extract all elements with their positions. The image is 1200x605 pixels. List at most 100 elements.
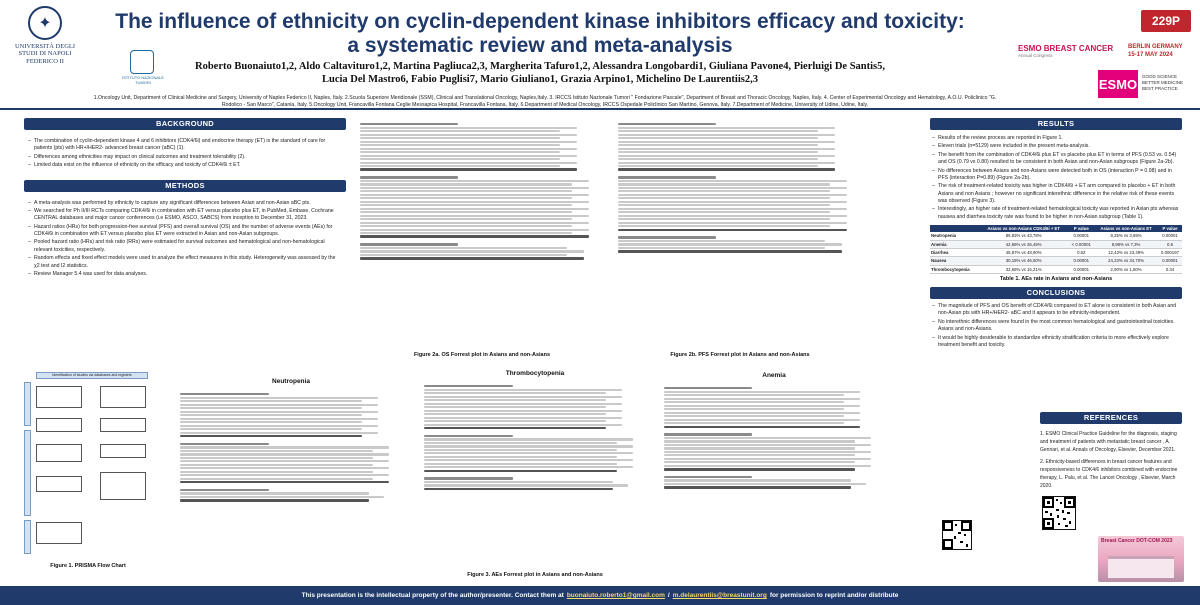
plot-row-placeholder: [664, 418, 860, 421]
plot-row-placeholder: [424, 399, 607, 402]
results-item: The risk of treatment-related toxicity w…: [932, 183, 1180, 205]
plot-row-placeholder: [618, 197, 831, 200]
plot-row-placeholder: [664, 447, 856, 450]
neutropenia-forest-plot: [176, 390, 406, 568]
plot-section-gap: [664, 429, 884, 432]
plot-section-gap: [424, 473, 646, 476]
plot-row-placeholder: [360, 126, 578, 129]
ae-cell: 86,83% vs 43,78%: [978, 232, 1069, 241]
prisma-box: [36, 476, 82, 492]
plot-row-placeholder: [360, 193, 590, 196]
ae-cell: Neutropenia: [930, 232, 979, 241]
plot-row-placeholder: [664, 408, 845, 411]
plot-row-placeholder: [424, 385, 513, 388]
plot-row-placeholder: [664, 425, 860, 428]
plot-section-gap: [618, 232, 862, 235]
poster-id-badge: 229P: [1141, 10, 1191, 32]
title-line-1: The influence of ethnicity on cyclin-dep…: [115, 10, 965, 33]
plot-row-placeholder: [180, 414, 363, 417]
table-row: Diarrhea 45,87% vs 48,90% 0.62 12,43% vs…: [930, 248, 1182, 258]
ae-cell: 0.00001: [1158, 232, 1182, 241]
ae-cell: 12,43% vs 23,49%: [1094, 248, 1159, 258]
ae-col-header: Asians vs non-Asians ET: [1094, 225, 1159, 233]
ae-cell: 0.6: [1158, 240, 1182, 249]
plot-row-placeholder: [180, 393, 269, 396]
plot-row-placeholder: [424, 469, 618, 472]
plot-row-placeholder: [360, 228, 590, 231]
qr-code-icon[interactable]: [942, 520, 972, 550]
prisma-box: [100, 472, 146, 500]
plot-row-placeholder: [618, 168, 836, 171]
ae-cell: 0.00001: [1158, 256, 1182, 266]
header-divider: [0, 108, 1200, 110]
plot-row-placeholder: [424, 416, 622, 419]
congress-banner-image: Breast Cancer DOT-COM 2023: [1098, 536, 1184, 582]
plot-row-placeholder: [664, 411, 860, 414]
congress-date: 15-17 MAY 2024: [1128, 51, 1173, 58]
university-seal-icon: ✦: [28, 6, 62, 40]
plot-row-placeholder: [360, 190, 573, 193]
plot-row-placeholder: [180, 400, 363, 403]
plot-row-placeholder: [618, 250, 843, 253]
plot-row-placeholder: [180, 467, 389, 470]
ae-cell: Anemia: [930, 240, 979, 249]
plot-row-placeholder: [618, 137, 819, 140]
ae-cell: < 0.00001: [1068, 240, 1095, 249]
plot-row-placeholder: [618, 133, 836, 136]
right-column: RESULTS Results of the review process ar…: [930, 118, 1182, 350]
plot-section-gap: [618, 172, 862, 175]
plot-row-placeholder: [424, 441, 618, 445]
results-heading: RESULTS: [930, 118, 1182, 130]
plot-row-placeholder: [424, 427, 607, 430]
table-row: Neutropenia 86,83% vs 43,78% 0.00001 9,2…: [930, 232, 1182, 241]
plot-row-placeholder: [618, 246, 826, 250]
plot-row-placeholder: [424, 480, 613, 484]
plot-row-placeholder: [360, 151, 561, 154]
author-list: Roberto Buonaiuto1,2, Aldo Caltavituro1,…: [100, 60, 980, 86]
plot-row-placeholder: [424, 388, 622, 391]
esmo-tagline-2: BETTER MEDICINE: [1142, 80, 1184, 86]
plot-row-placeholder: [180, 417, 378, 420]
authors-line-2: Lucia Del Mastro6, Fabio Puglisi7, Mario…: [322, 74, 758, 86]
plot-row-placeholder: [360, 243, 458, 246]
ae-cell: 42,66% vs 26,45%: [978, 240, 1069, 249]
plot-row-placeholder: [360, 144, 561, 147]
plot-row-placeholder: [618, 200, 848, 203]
plot-section-gap: [360, 261, 604, 264]
ae-cell: 45,87% vs 48,90%: [978, 248, 1069, 258]
anemia-plot-body: [660, 384, 888, 495]
plot-row-placeholder: [664, 482, 867, 486]
plot-row-placeholder: [618, 211, 831, 214]
footer-email-1[interactable]: buonaiuto.roberto1@gmail.com: [566, 592, 665, 599]
plot-row-placeholder: [618, 243, 843, 246]
plot-row-placeholder: [180, 424, 378, 427]
plot-row-placeholder: [180, 495, 385, 499]
background-item: Differences among ethnicities may impact…: [28, 154, 342, 162]
prisma-box: [36, 522, 82, 544]
esmo-tagline-3: BEST PRACTICE: [1142, 86, 1178, 92]
qr-pattern-icon: [943, 521, 971, 549]
university-name: UNIVERSITÀ DEGLI STUDI DI NAPOLI FEDERIC…: [14, 43, 76, 65]
footer-notice: This presentation is the intellectual pr…: [0, 586, 1200, 605]
plot-row-placeholder: [664, 397, 860, 400]
conclusions-list: The magnitude of PFS and OS benefit of C…: [932, 303, 1180, 349]
references-list: 1. ESMO Clinical Practice Guideline for …: [1040, 431, 1182, 490]
background-heading: BACKGROUND: [24, 118, 346, 130]
ae-cell: 24,23% vs 34,70%: [1094, 256, 1159, 266]
ae-cell: Nausea: [930, 256, 979, 266]
plot-row-placeholder: [664, 387, 752, 390]
plot-row-placeholder: [360, 179, 590, 183]
plot-row-placeholder: [424, 420, 607, 423]
plot-section-gap: [424, 431, 646, 434]
footer-email-2[interactable]: m.delaurentiis@breastunit.org: [672, 592, 767, 599]
table-row: Nausea 30,15% vs 46,50% 0.00001 24,23% v…: [930, 256, 1182, 266]
reference-item: 2. Ethnicity-based differences in breast…: [1040, 459, 1178, 489]
ae-cell: 9,25% vs 3,69%: [1094, 232, 1159, 241]
plot-row-placeholder: [424, 455, 618, 458]
qr-code-icon[interactable]: [1042, 496, 1076, 530]
table-1-caption: Table 1. AEs rate in Asians and non-Asia…: [999, 276, 1113, 282]
plot-section-gap: [180, 439, 402, 442]
banner-text: Breast Cancer DOT-COM 2023: [1101, 538, 1173, 544]
plot-row-placeholder: [180, 453, 389, 456]
plot-row-placeholder: [664, 394, 845, 397]
